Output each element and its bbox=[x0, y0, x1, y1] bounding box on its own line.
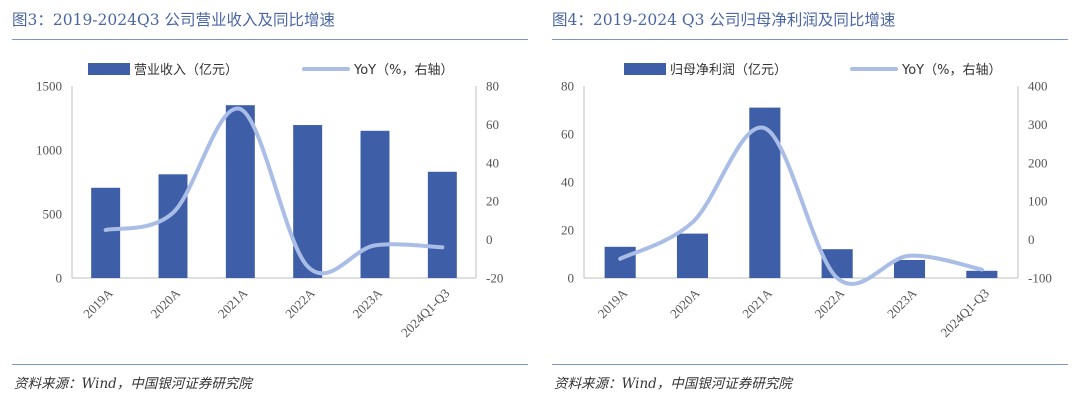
bar bbox=[749, 107, 781, 278]
right-tick-label: 400 bbox=[1028, 79, 1048, 94]
x-tick-label: 2021A bbox=[739, 285, 775, 321]
left-tick-label: 20 bbox=[561, 223, 574, 238]
yoy-line bbox=[618, 125, 984, 286]
right-tick-label: 0 bbox=[1028, 232, 1035, 247]
bar bbox=[604, 246, 636, 278]
x-tick-label: 2020A bbox=[667, 285, 703, 321]
legend-line-label: YoY（%，右轴） bbox=[353, 63, 453, 78]
figure-title: 图3：2019-2024Q3 公司营业收入及同比增速 bbox=[12, 11, 335, 29]
right-tick-label: 300 bbox=[1028, 117, 1048, 132]
right-tick-label: 60 bbox=[486, 117, 499, 132]
bar bbox=[676, 233, 709, 278]
right-tick-label: 100 bbox=[1028, 194, 1048, 209]
x-tick-label: 2023A bbox=[349, 285, 385, 321]
legend-bar-swatch bbox=[88, 63, 130, 75]
bar bbox=[966, 270, 998, 278]
right-tick-label: 80 bbox=[486, 79, 499, 94]
right-tick-label: -100 bbox=[1028, 271, 1052, 286]
x-tick-label: 2021A bbox=[215, 285, 251, 321]
net-profit-chart: 归母净利润（亿元） YoY（%，右轴） 0 20 40 60 80 -100 0 100 200 30… bbox=[561, 63, 1052, 341]
left-tick-label: 40 bbox=[561, 175, 574, 190]
right-tick-label: 200 bbox=[1028, 155, 1048, 170]
right-tick-label: 20 bbox=[486, 194, 499, 209]
revenue-chart: 营业收入（亿元） YoY（%，右轴） 0 500 1000 1500 -20 0 20 40 60 8… bbox=[36, 63, 503, 341]
x-tick-label: 2020A bbox=[147, 285, 183, 321]
x-tick-label: 2022A bbox=[282, 285, 318, 321]
right-tick-label: 40 bbox=[486, 155, 499, 170]
left-tick-label: 0 bbox=[568, 271, 575, 286]
figure-title: 图4：2019-2024 Q3 公司归母净利润及同比增速 bbox=[552, 11, 896, 29]
source-note: 资料来源：Wind，中国银河证券研究院 bbox=[14, 376, 252, 392]
left-tick-label: 60 bbox=[561, 127, 574, 142]
left-tick-label: 1500 bbox=[36, 79, 62, 94]
bar bbox=[360, 130, 390, 278]
bar bbox=[293, 125, 323, 278]
right-tick-label: 0 bbox=[486, 232, 493, 247]
left-tick-label: 500 bbox=[43, 207, 63, 222]
footer-rule bbox=[552, 364, 1068, 365]
chart-legend: 归母净利润（亿元） YoY（%，右轴） bbox=[624, 63, 1001, 78]
footer-rule bbox=[12, 364, 528, 365]
title-rule bbox=[12, 39, 528, 40]
legend-bar-swatch bbox=[624, 63, 666, 75]
legend-bar-label: 营业收入（亿元） bbox=[134, 63, 238, 78]
bar bbox=[158, 174, 188, 278]
x-tick-label: 2024Q1-Q3 bbox=[937, 286, 992, 341]
bar bbox=[893, 260, 926, 278]
bar bbox=[91, 187, 121, 278]
x-tick-label: 2023A bbox=[884, 285, 920, 321]
bar bbox=[225, 105, 255, 278]
right-tick-label: -20 bbox=[486, 271, 503, 286]
yoy-line bbox=[103, 106, 445, 276]
x-tick-label: 2019A bbox=[595, 285, 631, 321]
title-rule bbox=[552, 39, 1068, 40]
chart-legend: 营业收入（亿元） YoY（%，右轴） bbox=[88, 63, 453, 78]
x-tick-label: 2022A bbox=[812, 285, 848, 321]
legend-line-label: YoY（%，右轴） bbox=[901, 63, 1001, 78]
left-tick-label: 80 bbox=[561, 79, 574, 94]
figure-net-profit: 图4：2019-2024 Q3 公司归母净利润及同比增速 归母净利润（亿元） Yo… bbox=[552, 0, 1068, 403]
legend-bar-label: 归母净利润（亿元） bbox=[670, 63, 787, 78]
bar bbox=[427, 171, 457, 278]
left-tick-label: 0 bbox=[56, 271, 63, 286]
x-tick-label: 2019A bbox=[80, 285, 116, 321]
x-tick-label: 2024Q1-Q3 bbox=[398, 286, 453, 341]
source-note: 资料来源：Wind，中国银河证券研究院 bbox=[554, 376, 792, 392]
figure-revenue: 图3：2019-2024Q3 公司营业收入及同比增速 营业收入（亿元） YoY（%… bbox=[12, 0, 528, 403]
left-tick-label: 1000 bbox=[36, 143, 62, 158]
